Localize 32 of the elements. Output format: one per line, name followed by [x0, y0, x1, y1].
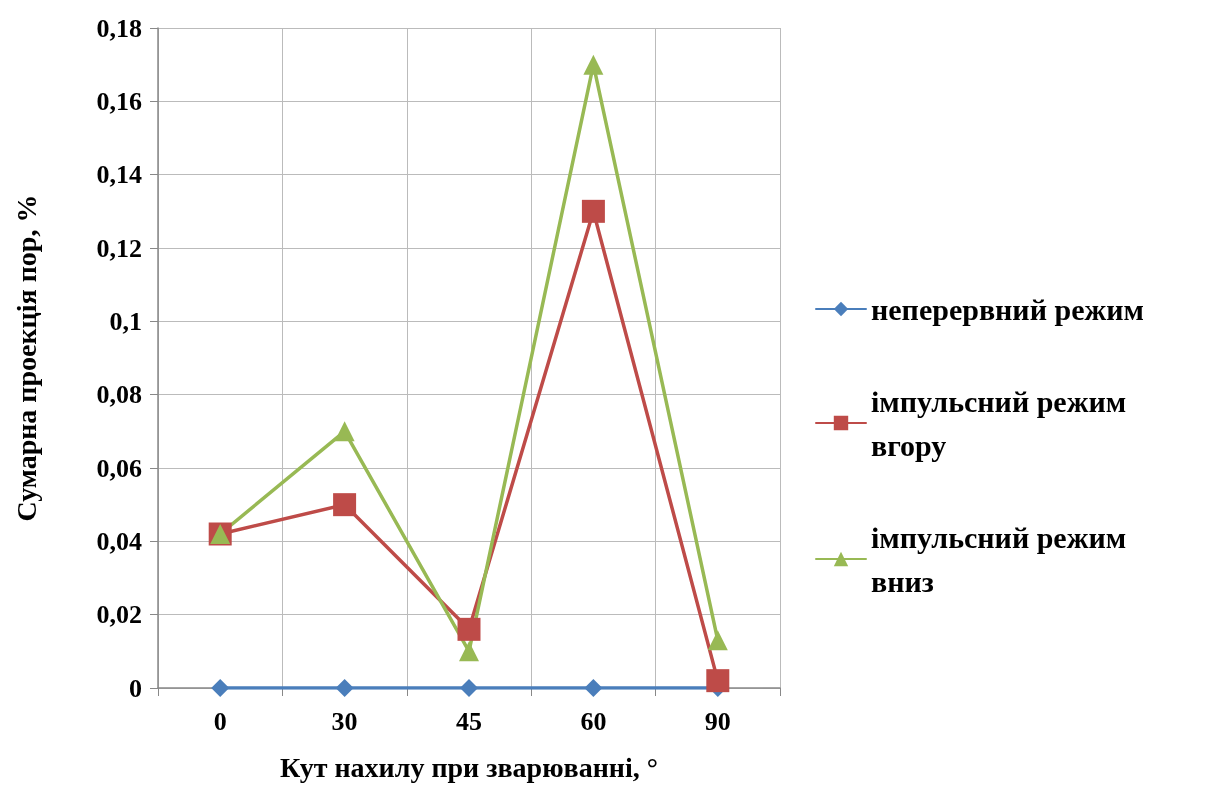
point	[335, 679, 354, 697]
point	[460, 679, 478, 697]
legend-label: неперервний режим	[871, 292, 1144, 326]
point	[583, 54, 604, 75]
legend-label: імпульсний режим вгору	[871, 384, 1127, 462]
point	[211, 679, 230, 697]
y-tick-label: 0,14	[96, 160, 142, 190]
x-tick-label: 0	[213, 706, 227, 736]
x-tick-label: 90	[704, 706, 731, 736]
point	[334, 421, 355, 442]
y-tick-label: 0,08	[96, 380, 142, 410]
x-tick-label: 45	[456, 706, 482, 736]
y-tick-label: 0	[129, 673, 142, 703]
point	[706, 669, 730, 693]
y-tick-label: 0,02	[96, 600, 142, 630]
point	[707, 630, 728, 651]
x-tick-label: 30	[331, 706, 358, 736]
x-axis-title: Кут нахилу при зварюванні, °	[280, 751, 658, 783]
y-tick-label: 0,1	[109, 306, 142, 336]
y-tick-label: 0,12	[96, 233, 142, 263]
y-tick-label: 0,04	[96, 526, 142, 556]
y-tick-label: 0,18	[96, 13, 142, 43]
point	[584, 679, 603, 697]
y-tick-label: 0,06	[96, 453, 142, 483]
point	[457, 617, 481, 641]
y-tick-label: 0,16	[96, 86, 142, 116]
point	[581, 199, 605, 223]
y-axis-title: Сумарна проекція пор, %	[10, 194, 42, 522]
point	[459, 641, 479, 662]
x-tick-label: 60	[580, 706, 607, 736]
legend-label: імпульсний режим вниз	[871, 520, 1127, 598]
point	[333, 493, 357, 517]
